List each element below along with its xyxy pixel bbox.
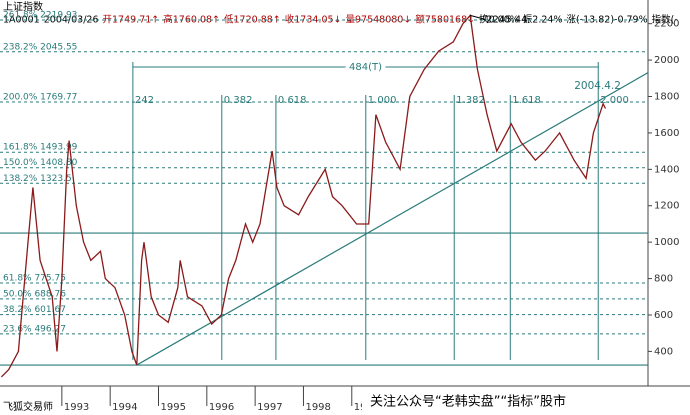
quote-item: 1A0001 — [3, 15, 40, 26]
span-label: 484(T) — [349, 62, 382, 73]
x-tick-label: 1994 — [112, 402, 137, 413]
time-label: 1.000 — [368, 95, 397, 106]
x-tick-label: 1995 — [160, 402, 185, 413]
quote-item: 高1760.08↑ — [163, 14, 220, 26]
y-tick-label: 1800 — [654, 92, 679, 103]
x-tick-label: 1997 — [257, 402, 282, 413]
date-note: 2004.4.2 — [574, 80, 621, 92]
quote-item: 低1720.88↑ — [224, 14, 281, 26]
fib-label: 23.6% 496.27 — [3, 324, 66, 334]
fib-label: 150.0% 1408.80 — [3, 158, 78, 168]
time-label: 1.618 — [512, 95, 541, 106]
quote-item: 收1734.05↓ — [285, 14, 342, 26]
watermark: 关注公众号“老韩实盘”“指标”股市 — [370, 394, 566, 410]
trend-line — [136, 72, 649, 366]
watermark-box — [362, 389, 690, 415]
quote-item: 振2.24% — [523, 14, 563, 26]
y-tick-label: 1200 — [654, 201, 679, 212]
x-tick-label: 1998 — [305, 402, 330, 413]
fib-label: 61.8% 775.75 — [3, 273, 66, 283]
y-tick-label: 1000 — [654, 237, 679, 248]
fib-label: 50.0% 688.76 — [3, 289, 66, 299]
y-tick-label: 2200 — [654, 19, 679, 30]
price-line — [0, 13, 607, 378]
fib-label: 261.8% 2219.93 — [3, 11, 77, 21]
fib-label: 38.2% 601.67 — [3, 305, 66, 315]
y-tick-label: 800 — [654, 274, 673, 285]
software-label: 飞狐交易师 — [3, 400, 53, 413]
peak-pointer — [470, 14, 486, 20]
y-tick-label: 400 — [654, 346, 673, 357]
quote-item: 开1749.71↑ — [103, 15, 160, 26]
span-label-bg — [345, 61, 386, 73]
time-label: 1.382 — [456, 95, 485, 106]
title: 上证指数 — [3, 0, 43, 13]
y-tick-label: 1400 — [654, 164, 679, 175]
fib-label: 138.2% 1323.5 — [3, 174, 72, 184]
fib-label: 200.0% 1769.77 — [3, 93, 77, 103]
quote-item: 指数(- — [652, 14, 678, 26]
x-tick-label: 1993 — [64, 402, 89, 413]
quote-item: 额7580168↓ — [415, 14, 475, 26]
time-label: 0.618 — [278, 95, 307, 106]
x-tick-label: 1996 — [209, 402, 234, 413]
quote-item: 换0.00% — [479, 14, 519, 26]
peak-label: 2245.44 — [486, 14, 527, 25]
time-label: 242 — [135, 95, 154, 106]
y-tick-label: 1600 — [654, 128, 679, 139]
y-tick-label: 2000 — [654, 55, 679, 66]
fib-label: 238.2% 2045.55 — [3, 42, 77, 52]
time-label: 0.382 — [224, 95, 253, 106]
fib-label: 161.8% 1493.99 — [3, 143, 78, 153]
y-tick-label: 600 — [654, 310, 673, 321]
quote-item: 2004/03/26 — [44, 15, 99, 26]
time-label: 2.000 — [600, 95, 629, 106]
